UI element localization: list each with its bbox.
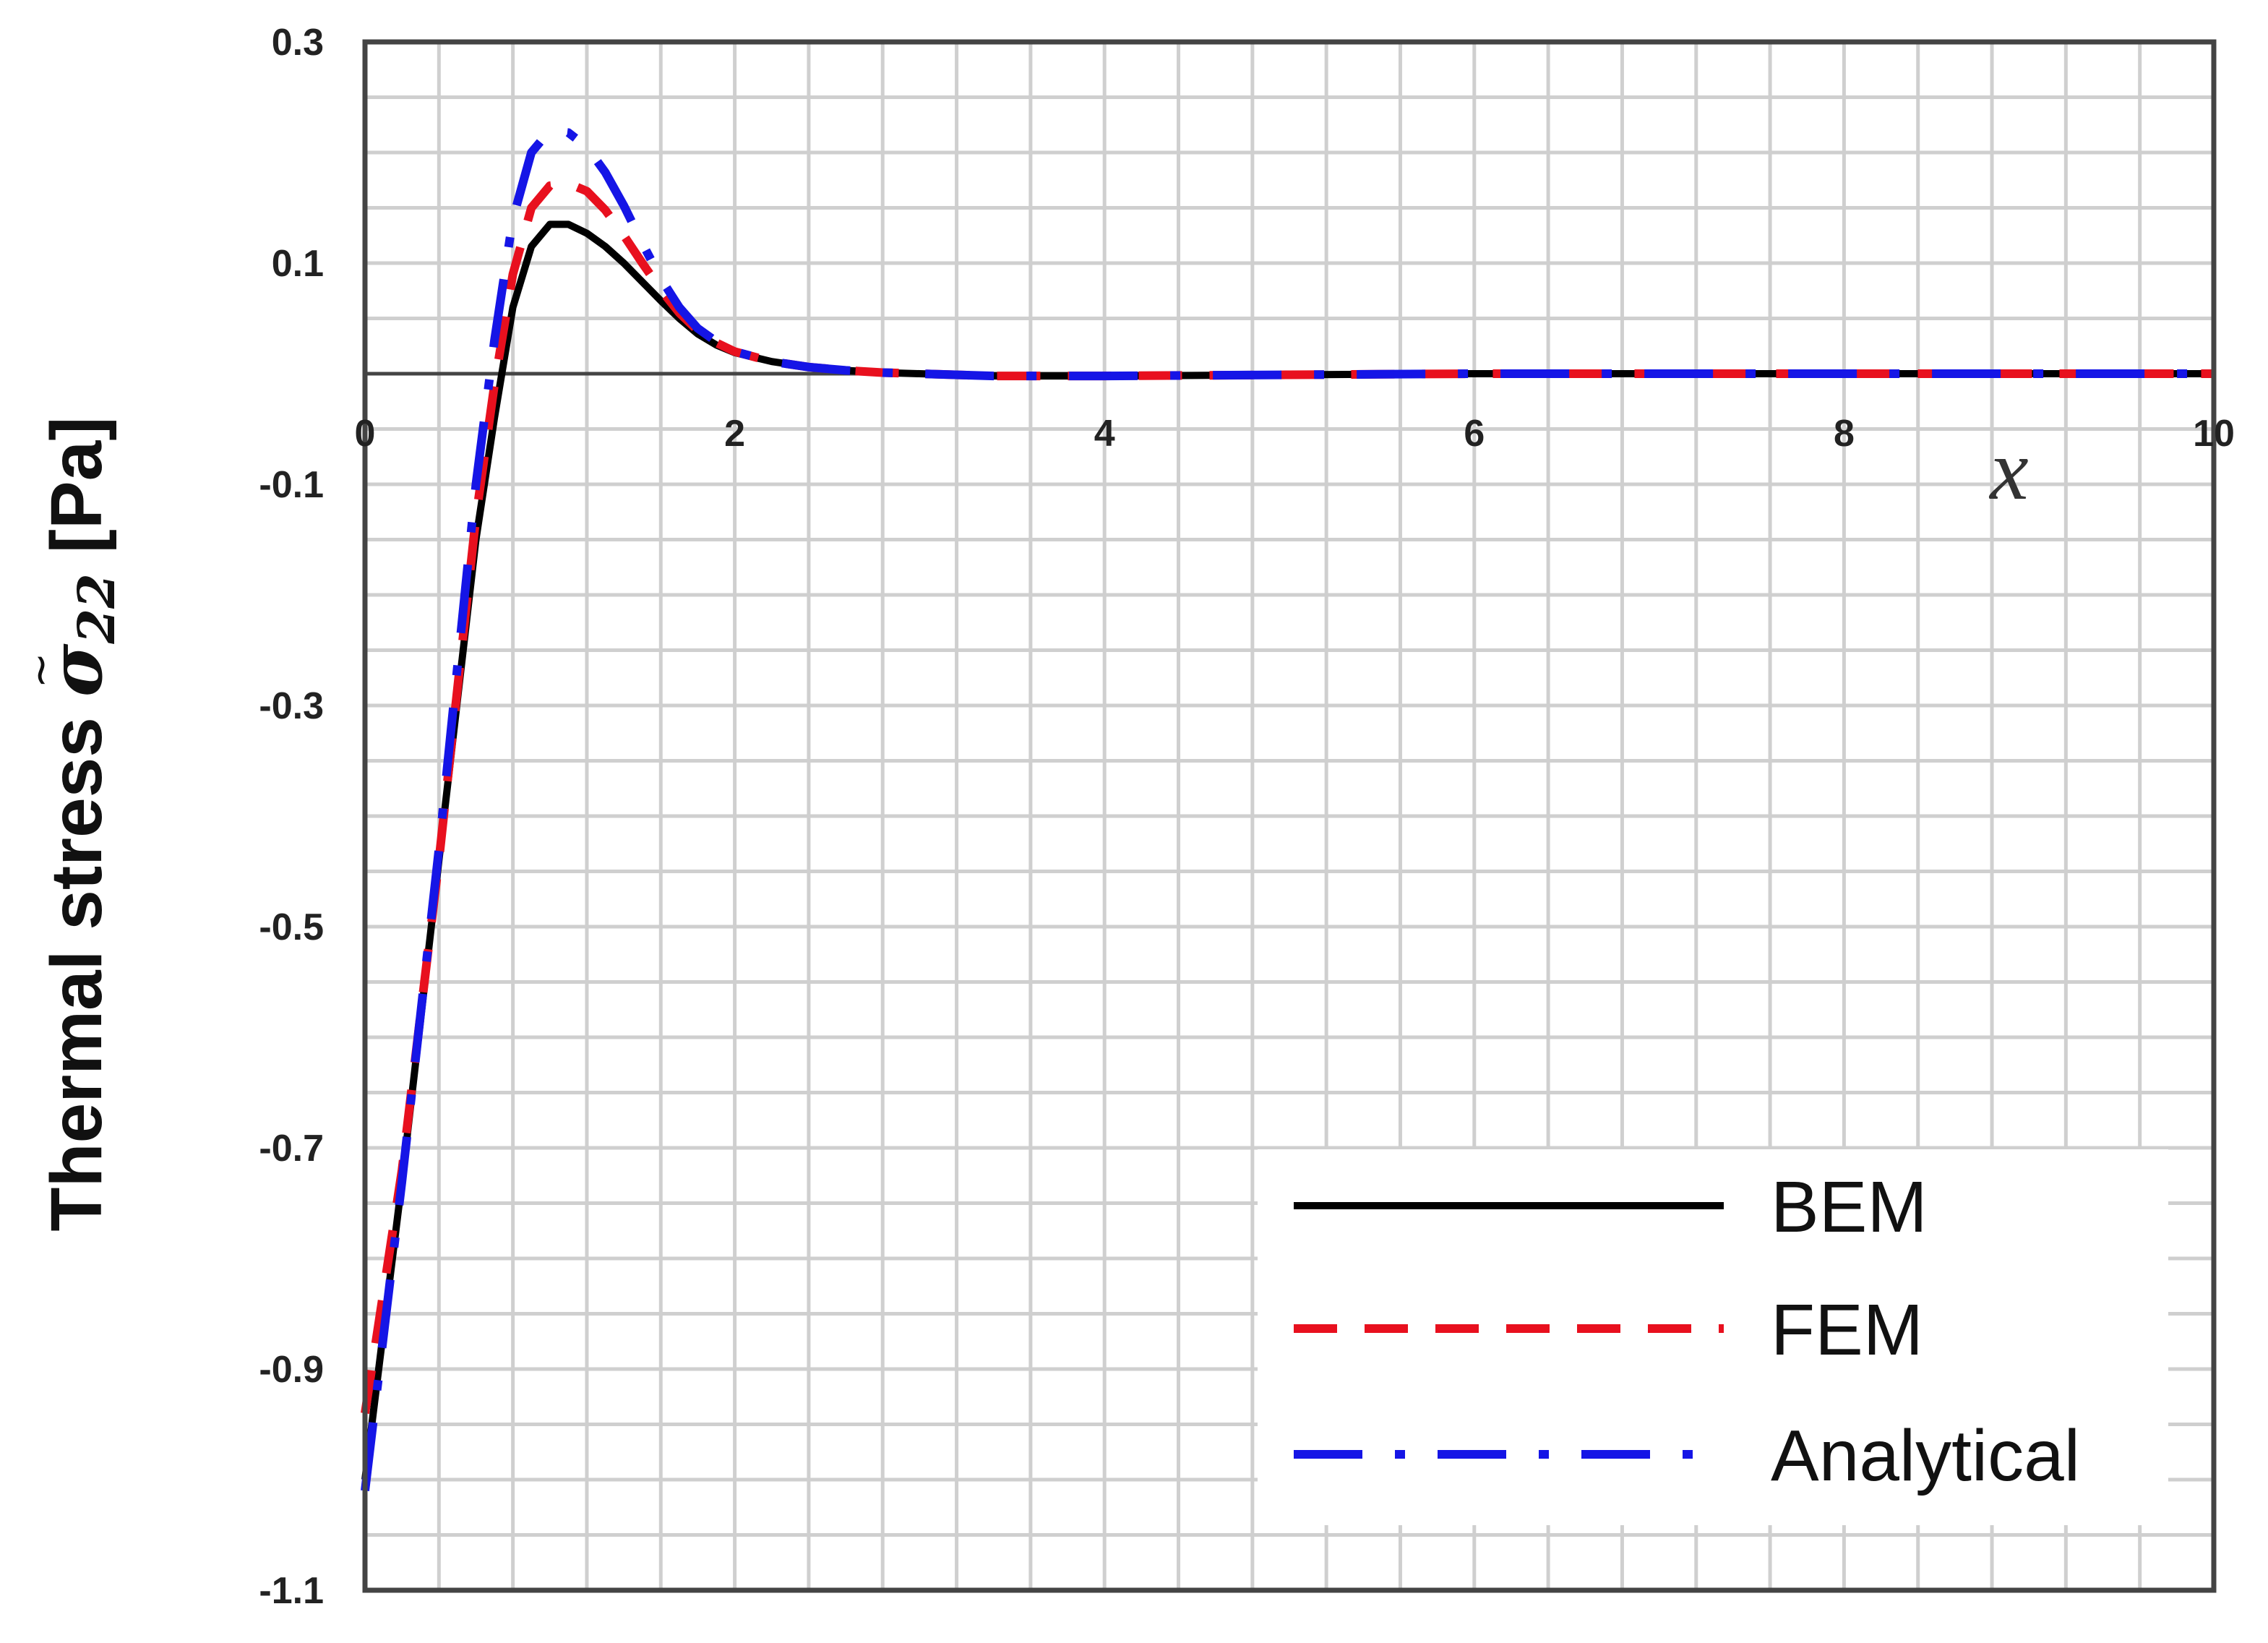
y-tick-labels: 0.3 0.1 -0.1 -0.3 -0.5 -0.7 -0.9 -1.1	[259, 22, 324, 1612]
y-axis-label-subscript: 22	[66, 573, 126, 644]
y-tick-label: -0.3	[259, 685, 324, 727]
legend-label-bem: BEM	[1771, 1167, 1928, 1248]
legend-label-fem: FEM	[1771, 1290, 1923, 1370]
y-tick-label: -1.1	[259, 1570, 324, 1612]
legend: BEM FEM Analytical	[1258, 1149, 2168, 1525]
x-axis-label: x	[1988, 421, 2028, 518]
x-tick-label: 4	[1094, 413, 1115, 455]
series-layer	[361, 126, 2214, 1492]
x-tick-label: 10	[2193, 413, 2235, 455]
y-tick-label: -0.1	[259, 464, 324, 506]
y-axis-label-tilde: ~	[15, 652, 66, 688]
x-tick-label: 6	[1464, 413, 1485, 455]
y-axis-label: Thermal stress σ22 [Pa]	[33, 416, 126, 1231]
y-axis-label-main: Thermal stress	[36, 697, 117, 1231]
y-tick-label: -0.7	[259, 1128, 324, 1170]
x-tick-label: 0	[355, 413, 376, 455]
legend-box	[1258, 1149, 2168, 1525]
y-tick-label: 0.1	[272, 243, 324, 285]
x-tick-labels: 0 2 4 6 8 10	[355, 413, 2235, 455]
y-axis-label-symbol: σ	[33, 643, 119, 697]
x-tick-label: 2	[724, 413, 745, 455]
y-tick-label: 0.3	[272, 22, 324, 64]
plot-frame	[362, 39, 2217, 1593]
x-tick-label: 8	[1834, 413, 1855, 455]
series-line-fem	[361, 179, 2214, 1415]
legend-label-analytical: Analytical	[1771, 1415, 2080, 1496]
y-tick-label: -0.9	[259, 1349, 324, 1391]
y-tick-label: -0.5	[259, 906, 324, 948]
series-line-analytical	[361, 126, 2214, 1492]
y-axis-label-unit: [Pa]	[36, 416, 117, 573]
